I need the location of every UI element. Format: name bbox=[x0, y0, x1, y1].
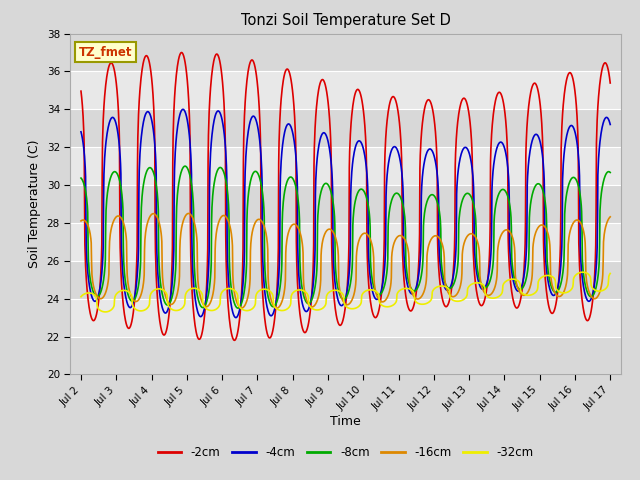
-4cm bbox=[232, 315, 240, 321]
X-axis label: Time: Time bbox=[330, 415, 361, 428]
Line: -32cm: -32cm bbox=[81, 272, 610, 312]
-2cm bbox=[314, 97, 321, 103]
-32cm bbox=[379, 303, 387, 309]
-8cm bbox=[302, 299, 310, 305]
-4cm bbox=[323, 134, 330, 140]
-4cm bbox=[302, 309, 310, 314]
-32cm bbox=[140, 308, 148, 313]
Title: Tonzi Soil Temperature Set D: Tonzi Soil Temperature Set D bbox=[241, 13, 451, 28]
-8cm bbox=[140, 181, 147, 187]
-8cm bbox=[606, 169, 614, 175]
-32cm bbox=[323, 294, 330, 300]
-8cm bbox=[234, 305, 242, 311]
-2cm bbox=[178, 49, 186, 55]
-4cm bbox=[140, 119, 147, 125]
-16cm bbox=[273, 305, 281, 311]
-2cm bbox=[302, 328, 310, 334]
-2cm bbox=[118, 287, 126, 292]
Bar bbox=[70, 299, 621, 336]
-32cm bbox=[606, 271, 614, 276]
-2cm bbox=[77, 88, 85, 94]
Text: TZ_fmet: TZ_fmet bbox=[79, 46, 132, 59]
-4cm bbox=[379, 280, 387, 286]
-8cm bbox=[118, 192, 126, 198]
-16cm bbox=[323, 228, 330, 234]
Line: -4cm: -4cm bbox=[81, 109, 610, 318]
-16cm bbox=[302, 296, 310, 302]
-2cm bbox=[606, 80, 614, 86]
Bar bbox=[70, 72, 621, 109]
-32cm bbox=[313, 307, 321, 313]
-32cm bbox=[77, 294, 85, 300]
-32cm bbox=[118, 288, 126, 293]
-16cm bbox=[185, 211, 193, 216]
-8cm bbox=[77, 175, 85, 181]
Bar bbox=[70, 336, 621, 374]
-4cm bbox=[118, 256, 126, 262]
-4cm bbox=[179, 107, 187, 112]
-8cm bbox=[314, 259, 321, 265]
-4cm bbox=[77, 129, 85, 135]
-2cm bbox=[379, 275, 387, 280]
Bar bbox=[70, 34, 621, 72]
-16cm bbox=[606, 214, 614, 220]
Bar bbox=[70, 185, 621, 223]
-4cm bbox=[606, 121, 614, 127]
-32cm bbox=[102, 309, 109, 315]
Legend: -2cm, -4cm, -8cm, -16cm, -32cm: -2cm, -4cm, -8cm, -16cm, -32cm bbox=[153, 442, 538, 464]
Line: -8cm: -8cm bbox=[81, 166, 610, 308]
Bar bbox=[70, 261, 621, 299]
Line: -2cm: -2cm bbox=[81, 52, 610, 340]
-2cm bbox=[140, 59, 147, 65]
-2cm bbox=[323, 89, 330, 95]
-8cm bbox=[379, 288, 387, 293]
-4cm bbox=[314, 156, 321, 161]
Bar bbox=[70, 147, 621, 185]
-2cm bbox=[231, 337, 239, 343]
-16cm bbox=[118, 216, 126, 222]
-16cm bbox=[314, 298, 321, 304]
-16cm bbox=[140, 280, 147, 286]
-32cm bbox=[302, 289, 310, 295]
-8cm bbox=[181, 163, 189, 169]
Line: -16cm: -16cm bbox=[81, 214, 610, 308]
Bar bbox=[70, 223, 621, 261]
Bar bbox=[70, 109, 621, 147]
-16cm bbox=[77, 218, 85, 224]
-8cm bbox=[323, 180, 330, 186]
Y-axis label: Soil Temperature (C): Soil Temperature (C) bbox=[28, 140, 41, 268]
-16cm bbox=[379, 299, 387, 305]
-32cm bbox=[579, 269, 586, 275]
